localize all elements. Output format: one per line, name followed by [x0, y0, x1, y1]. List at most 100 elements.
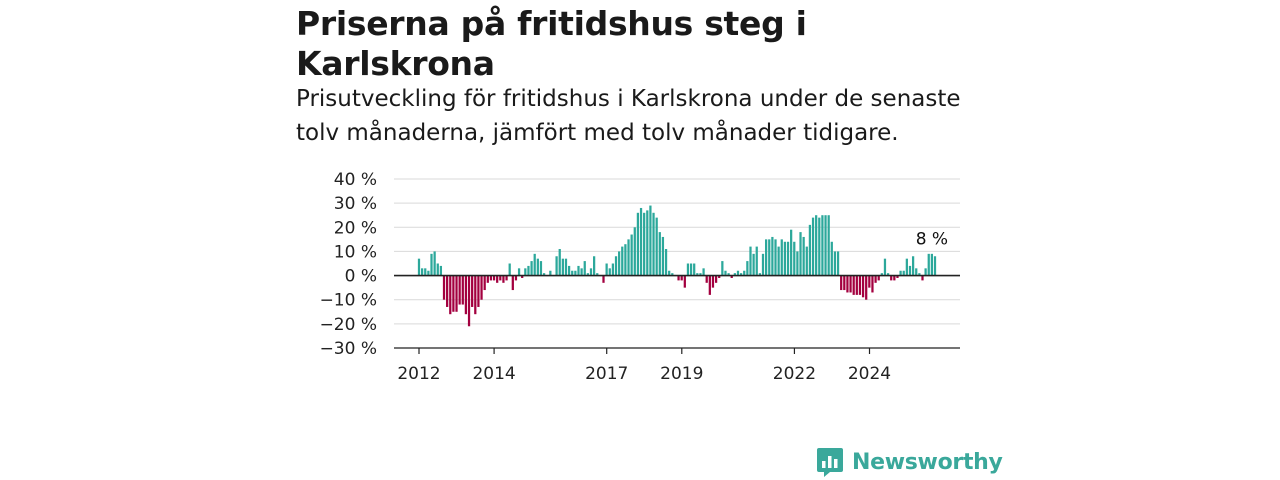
- y-tick-label: 30 %: [334, 194, 377, 214]
- x-tick-label: 2014: [472, 364, 515, 384]
- bar: [774, 239, 777, 276]
- bar: [824, 215, 827, 276]
- bar: [768, 239, 771, 276]
- bar: [452, 275, 455, 312]
- bar: [458, 275, 461, 305]
- bar: [580, 268, 583, 276]
- bar: [668, 270, 671, 276]
- bar: [708, 275, 711, 295]
- bar: [877, 275, 880, 281]
- bar: [536, 258, 539, 276]
- bar: [439, 265, 443, 276]
- bar: [499, 275, 502, 281]
- bar: [699, 273, 702, 276]
- bar: [655, 217, 658, 276]
- bar: [614, 256, 618, 276]
- bar: [608, 268, 611, 276]
- bar: [771, 236, 774, 276]
- bar: [790, 229, 793, 276]
- bar: [442, 275, 446, 300]
- bar: [467, 275, 471, 327]
- x-tick-label: 2022: [773, 364, 816, 384]
- bar: [749, 246, 752, 276]
- bar: [627, 239, 630, 276]
- bar: [455, 275, 458, 312]
- bar: [693, 263, 696, 276]
- bar: [711, 275, 715, 288]
- bar: [905, 258, 908, 276]
- bar: [564, 258, 568, 276]
- bar: [483, 275, 486, 291]
- bar: [930, 253, 933, 276]
- bar: [567, 265, 571, 276]
- bar: [933, 256, 937, 276]
- bar: [893, 275, 896, 281]
- bar: [858, 275, 862, 295]
- bar: [652, 212, 655, 276]
- bar: [524, 268, 527, 276]
- bar: [868, 275, 871, 288]
- bar: [821, 215, 824, 276]
- y-tick-label: 0 %: [345, 267, 377, 287]
- bar: [686, 263, 690, 276]
- bar: [664, 249, 668, 276]
- chart-subtitle: Prisutveckling för fritidshus i Karlskro…: [296, 86, 961, 146]
- bar: [471, 275, 474, 307]
- y-tick-label: 20 %: [334, 218, 377, 238]
- bar: [899, 270, 902, 276]
- bar: [815, 215, 818, 276]
- bar: [643, 212, 646, 276]
- bar: [521, 275, 524, 278]
- bar: [780, 239, 783, 276]
- bar: [724, 270, 727, 276]
- bar: [796, 251, 799, 276]
- y-tick-label: −30 %: [320, 339, 377, 359]
- bar: [843, 275, 846, 291]
- bar: [874, 275, 877, 283]
- bar: [421, 268, 424, 276]
- bar: [492, 275, 496, 281]
- bar: [417, 258, 421, 276]
- bar: [718, 275, 721, 278]
- bar: [833, 251, 837, 276]
- axes: [394, 274, 960, 354]
- bar: [596, 273, 599, 276]
- bar: [636, 212, 640, 276]
- x-axis-labels: 2012 2014 2017 2019 2022 2024: [397, 364, 891, 384]
- bar: [527, 265, 530, 276]
- bar: [671, 273, 674, 276]
- bar: [802, 236, 805, 276]
- bar: [646, 210, 649, 276]
- bar: [911, 256, 915, 276]
- bar: [561, 258, 564, 276]
- bar: [808, 224, 812, 276]
- bar: [480, 275, 483, 300]
- bar: [433, 251, 436, 276]
- bar: [633, 227, 636, 276]
- bar: [649, 205, 652, 276]
- bar: [727, 273, 730, 276]
- bar: [539, 261, 543, 276]
- bar: [555, 256, 558, 276]
- bar: [502, 275, 505, 283]
- bar: [818, 217, 821, 276]
- newsworthy-logo: Newsworthy: [816, 446, 1003, 478]
- bar: [514, 275, 518, 281]
- bar: [902, 270, 905, 276]
- bar: [883, 258, 887, 276]
- bar: [743, 270, 746, 276]
- bar: [661, 236, 665, 276]
- bar: [849, 275, 852, 293]
- bar: [530, 261, 533, 276]
- bar: [918, 273, 921, 276]
- x-tick-label: 2024: [848, 364, 891, 384]
- y-tick-label: 40 %: [334, 170, 377, 190]
- bar: [602, 275, 605, 283]
- bar: [721, 261, 724, 276]
- bar: [924, 268, 927, 276]
- bar: [758, 273, 761, 276]
- bar: [677, 275, 680, 281]
- bar: [658, 232, 661, 276]
- bar: [836, 251, 840, 276]
- bar: [746, 261, 749, 276]
